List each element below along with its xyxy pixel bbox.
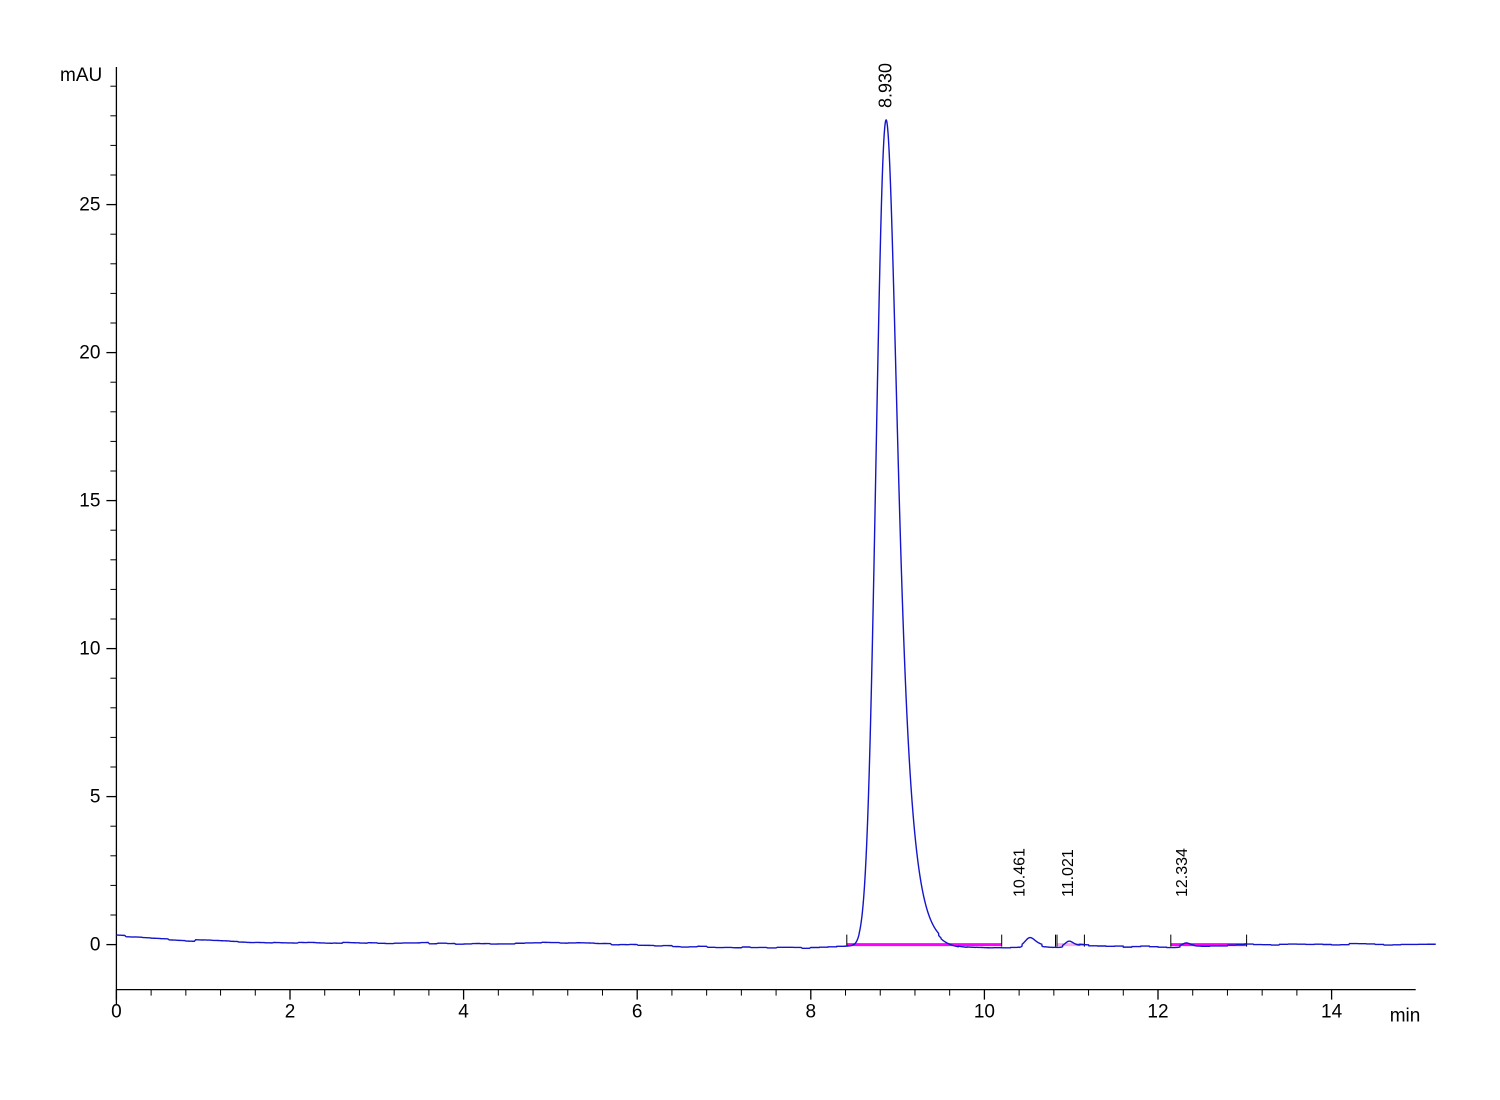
svg-text:12.334: 12.334 — [1174, 848, 1191, 897]
svg-text:11.021: 11.021 — [1060, 849, 1077, 897]
svg-text:2: 2 — [285, 1002, 296, 1023]
svg-text:mAU: mAU — [60, 65, 102, 86]
svg-text:min: min — [1390, 1006, 1421, 1027]
svg-text:6: 6 — [632, 1002, 643, 1023]
svg-text:10: 10 — [79, 639, 100, 660]
svg-text:10.461: 10.461 — [1011, 848, 1028, 897]
svg-text:4: 4 — [458, 1002, 469, 1023]
svg-text:0: 0 — [90, 935, 101, 956]
svg-text:15: 15 — [79, 491, 100, 512]
svg-text:5: 5 — [90, 787, 101, 808]
svg-text:8: 8 — [806, 1002, 817, 1023]
svg-text:25: 25 — [79, 195, 100, 216]
svg-text:10: 10 — [974, 1002, 995, 1023]
svg-text:20: 20 — [79, 343, 100, 364]
svg-text:8.930: 8.930 — [876, 63, 896, 108]
svg-text:12: 12 — [1147, 1002, 1168, 1023]
svg-text:14: 14 — [1321, 1002, 1343, 1023]
